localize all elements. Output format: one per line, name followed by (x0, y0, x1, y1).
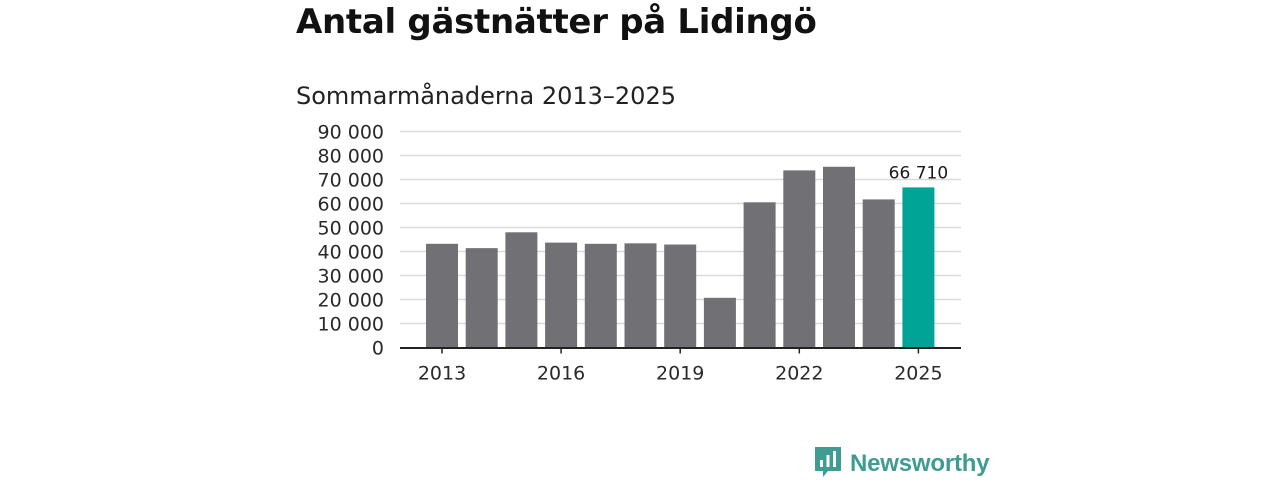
chart-subtitle: Sommarmånaderna 2013–2025 (296, 82, 676, 110)
bar-2014 (465, 248, 498, 348)
bar-2015 (505, 232, 538, 348)
newsworthy-logo-icon (814, 446, 842, 482)
bar-2017 (584, 243, 617, 348)
y-tick-label: 50 000 (318, 218, 384, 240)
data-labels: 66 710 (889, 163, 948, 183)
data-label-2025: 66 710 (889, 163, 948, 183)
bar-2018 (624, 243, 657, 348)
y-tick-label: 80 000 (318, 146, 384, 168)
bar-2023 (823, 166, 855, 348)
y-tick-label: 30 000 (318, 266, 384, 288)
bar-2016 (545, 242, 578, 348)
x-tick-label: 2019 (656, 363, 704, 385)
y-tick-label: 0 (372, 338, 384, 360)
x-tick-label: 2022 (775, 363, 823, 385)
y-tick-label: 70 000 (318, 170, 384, 192)
brand-name: Newsworthy (850, 450, 990, 477)
bars (426, 166, 935, 348)
x-tick-label: 2016 (537, 363, 585, 385)
bar-2019 (664, 244, 697, 348)
bar-2024 (862, 199, 895, 348)
y-tick-label: 10 000 (318, 314, 384, 336)
bar-2025 (902, 187, 935, 348)
x-axis-ticks: 2013 2016 2019 2022 2025 (418, 347, 943, 385)
x-tick-label: 2013 (418, 363, 466, 385)
y-tick-label: 20 000 (318, 290, 384, 312)
chart-title: Antal gästnätter på Lidingö (296, 2, 817, 42)
y-tick-label: 90 000 (318, 122, 384, 144)
bar-2022 (783, 170, 816, 348)
newsworthy-brand[interactable]: Newsworthy (814, 446, 990, 482)
bar-2021 (743, 202, 776, 348)
y-tick-label: 40 000 (318, 242, 384, 264)
bar-2013 (426, 243, 458, 348)
y-tick-label: 60 000 (318, 194, 384, 216)
bar-2020 (703, 297, 736, 348)
x-tick-label: 2025 (894, 363, 942, 385)
